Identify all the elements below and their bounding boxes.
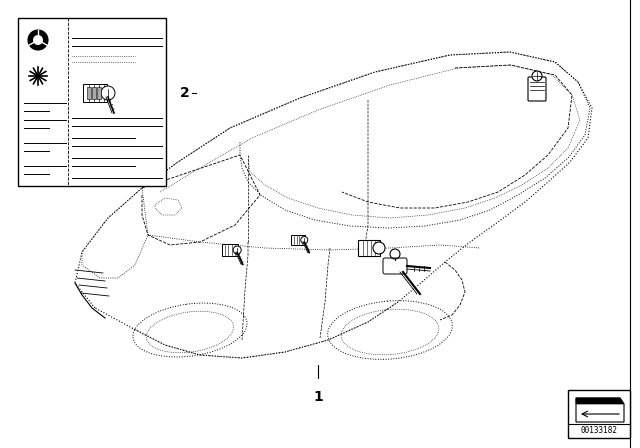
Text: 2: 2	[180, 86, 189, 100]
FancyBboxPatch shape	[528, 77, 546, 101]
Bar	[18, 18, 166, 186]
Circle shape	[233, 246, 241, 254]
Circle shape	[301, 237, 308, 244]
Bar	[291, 235, 305, 245]
FancyBboxPatch shape	[383, 258, 407, 274]
Bar	[92, 87, 96, 99]
Bar	[87, 87, 91, 99]
Polygon shape	[576, 398, 624, 404]
Text: 00133182: 00133182	[580, 426, 618, 435]
Circle shape	[373, 242, 385, 254]
Circle shape	[33, 35, 43, 45]
Circle shape	[532, 71, 542, 81]
Bar	[83, 84, 107, 102]
Circle shape	[28, 30, 48, 50]
Bar	[97, 87, 101, 99]
Text: 1: 1	[313, 390, 323, 404]
Bar	[358, 240, 380, 256]
Polygon shape	[576, 398, 624, 422]
Bar	[568, 390, 630, 438]
Bar	[222, 245, 238, 256]
Circle shape	[101, 86, 115, 100]
